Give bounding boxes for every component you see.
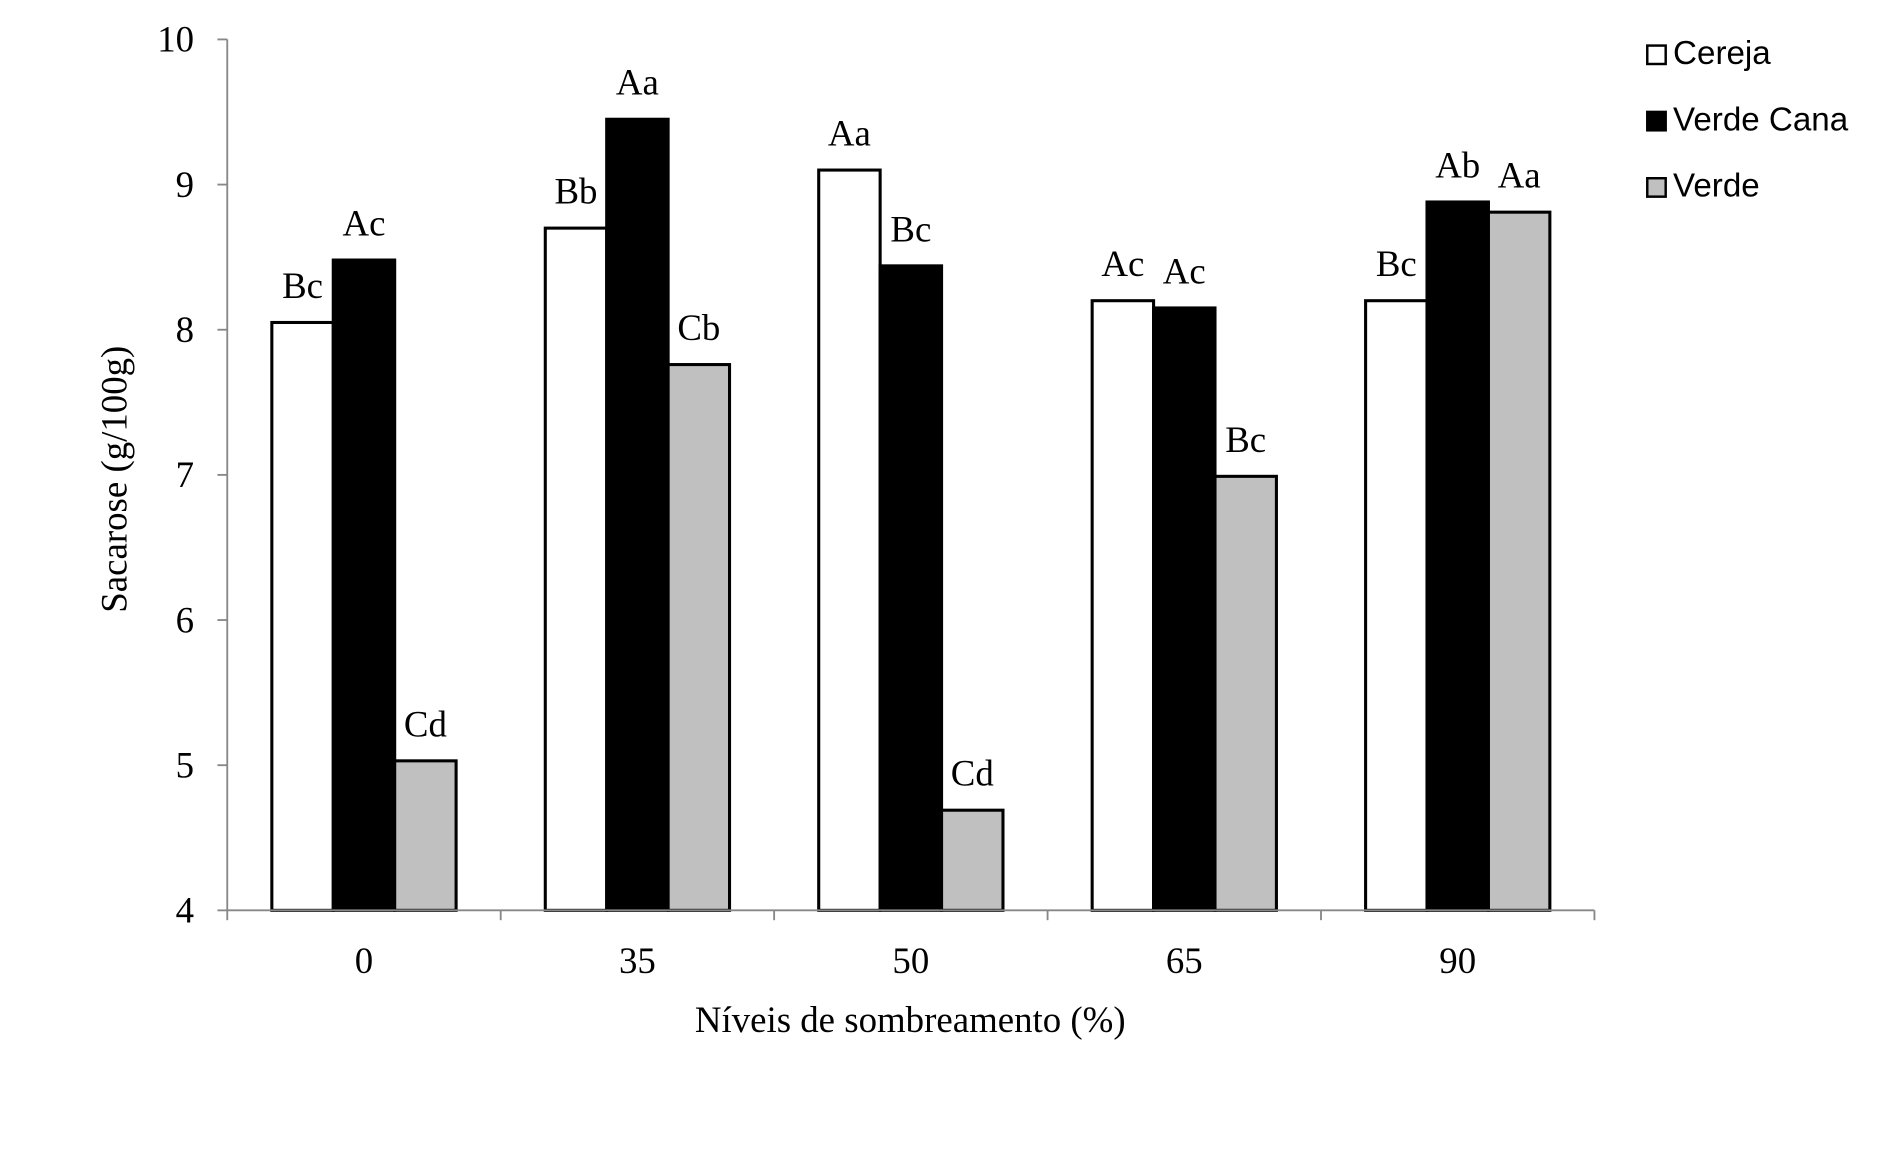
- bar-significance-label: Bc: [1376, 243, 1417, 284]
- legend-swatch: [1646, 110, 1667, 132]
- bar-significance-label: Ab: [1435, 144, 1480, 185]
- bar-cereja: [1090, 299, 1156, 912]
- bars-layer: [270, 117, 1552, 912]
- bar-significance-label: Bc: [1225, 419, 1266, 460]
- bar-significance-label: Ac: [1163, 250, 1206, 291]
- bar-verde: [1486, 210, 1552, 912]
- legend-swatch: [1646, 177, 1667, 198]
- legend: Cereja Verde Cana Verde: [1646, 35, 1849, 205]
- bar-verde-cana: [331, 258, 397, 912]
- y-tick-label: 4: [176, 890, 194, 931]
- bar-cereja: [817, 168, 882, 912]
- bar-significance-label: Ac: [1101, 243, 1144, 284]
- bar-verde: [940, 808, 1005, 912]
- y-tick-label: 9: [176, 164, 194, 205]
- bar-significance-label: Bb: [554, 171, 597, 212]
- bar-cereja: [270, 320, 335, 912]
- legend-label: Cereja: [1673, 35, 1771, 72]
- bar-significance-label: Cb: [677, 307, 720, 348]
- y-tick-label: 10: [157, 19, 194, 60]
- bar-verde: [666, 363, 732, 912]
- bar-verde: [393, 759, 458, 912]
- y-ticks: 4 5 6 7 8 9 10: [157, 19, 228, 931]
- bar-significance-label: Bc: [282, 265, 323, 306]
- bar-verde-cana: [605, 117, 670, 912]
- legend-label: Verde Cana: [1673, 101, 1849, 138]
- bar-significance-label: Aa: [828, 112, 871, 153]
- legend-label: Verde: [1673, 168, 1760, 205]
- x-tick-label: 35: [619, 940, 656, 981]
- bar-cereja: [543, 226, 609, 912]
- y-axis-label: Sacarose (g/100g): [94, 346, 135, 613]
- x-tick-label: 0: [355, 940, 373, 981]
- bar-significance-label: Ac: [342, 202, 385, 243]
- y-tick-label: 6: [176, 599, 194, 640]
- bar-significance-label: Aa: [1498, 155, 1541, 196]
- bar-labels: Bc Ac Cd Bb Aa Cb Aa Bc Cd Ac Ac Bc Bc Ab Aa: [282, 62, 1541, 794]
- bar-significance-label: Aa: [616, 62, 659, 103]
- y-tick-label: 7: [176, 454, 194, 495]
- bar-significance-label: Cd: [951, 753, 994, 794]
- x-tick-label: 90: [1439, 940, 1476, 981]
- x-tick-label: 50: [892, 940, 929, 981]
- y-tick-label: 5: [176, 744, 194, 785]
- x-axis-label: Níveis de sombreamento (%): [695, 999, 1126, 1040]
- bar-significance-label: Bc: [890, 208, 931, 249]
- bar-verde-cana: [878, 264, 944, 912]
- legend-swatch: [1646, 44, 1667, 66]
- bar-verde-cana: [1425, 200, 1490, 912]
- bar-verde: [1213, 474, 1278, 912]
- bar-significance-label: Cd: [404, 703, 447, 744]
- x-ticks: 0 35 50 65 90: [226, 910, 1596, 981]
- bar-verde-cana: [1152, 306, 1217, 912]
- bar-cereja: [1364, 299, 1429, 912]
- x-tick-label: 65: [1166, 940, 1203, 981]
- y-tick-label: 8: [176, 309, 194, 350]
